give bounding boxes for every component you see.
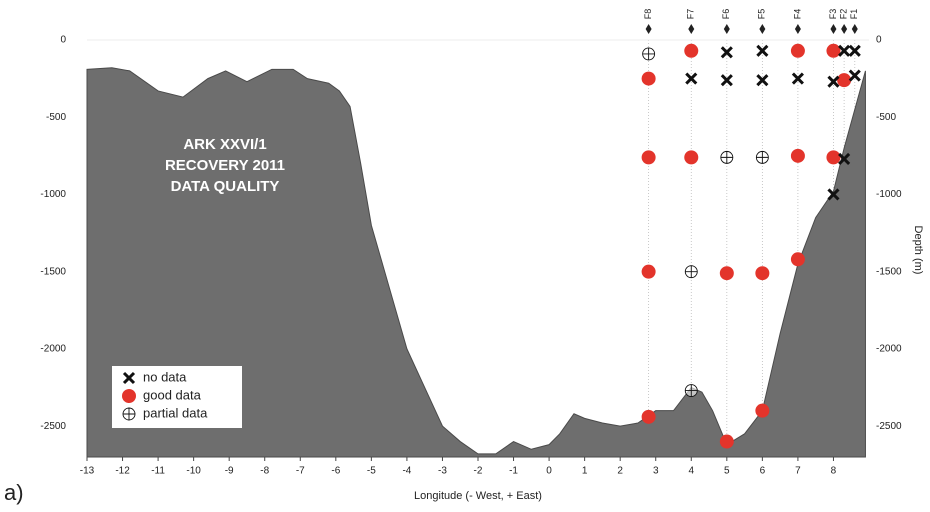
- partial-marker: [684, 384, 698, 398]
- x-tick-label: -12: [115, 466, 130, 477]
- y-tick-label: -2500: [40, 421, 66, 432]
- no-data-marker: [827, 188, 840, 201]
- title-line: ARK XXVI/1: [183, 136, 266, 153]
- good-marker: [684, 150, 699, 165]
- x-tick-label: 3: [653, 466, 659, 477]
- mooring-symbol: [851, 24, 858, 34]
- x-tick-label: 6: [760, 466, 766, 477]
- x-tick-label: -1: [509, 466, 518, 477]
- good-marker: [790, 252, 805, 267]
- mooring-symbol: [794, 24, 801, 34]
- x-tick-label: -6: [331, 466, 340, 477]
- mooring-label: F6: [721, 9, 731, 20]
- y-tick-label: -1000: [40, 189, 66, 200]
- mooring-label: F2: [838, 9, 848, 20]
- mooring-symbol: [759, 24, 766, 34]
- mooring-symbol: [688, 24, 695, 34]
- mooring-label: F3: [828, 9, 838, 20]
- good-marker: [684, 43, 699, 58]
- no-data-marker: [791, 72, 804, 85]
- x-tick-label: -3: [438, 466, 447, 477]
- mooring-symbol: [645, 24, 652, 34]
- good-marker: [719, 266, 734, 281]
- good-marker: [826, 150, 841, 165]
- good-marker: [755, 266, 770, 281]
- chart-title: ARK XXVI/1 RECOVERY 2011 DATA QUALITY: [165, 136, 285, 195]
- legend: no data good data partial data: [112, 366, 242, 428]
- good-marker: [790, 148, 805, 163]
- legend-label: good data: [143, 387, 202, 402]
- good-marker: [641, 264, 656, 279]
- x-tick-label: -7: [296, 466, 305, 477]
- x-tick-label: 5: [724, 466, 730, 477]
- mooring-symbol: [830, 24, 837, 34]
- partial-marker: [755, 150, 769, 164]
- no-data-marker: [838, 152, 851, 165]
- y2-tick-label: -500: [876, 112, 896, 123]
- x-tick-label: -10: [186, 466, 201, 477]
- x-tick-label: -13: [80, 466, 95, 477]
- good-marker: [826, 43, 841, 58]
- no-data-marker: [848, 69, 861, 82]
- no-data-marker: [720, 74, 733, 87]
- partial-marker: [122, 407, 136, 421]
- x-tick-label: 8: [831, 466, 837, 477]
- mooring-label: F5: [757, 9, 767, 20]
- good-marker: [122, 389, 136, 403]
- no-data-marker: [827, 75, 840, 88]
- x-tick-label: -2: [474, 466, 483, 477]
- x-axis-label: Longitude (- West, + East): [414, 490, 542, 502]
- partial-marker: [720, 150, 734, 164]
- good-marker: [790, 43, 805, 58]
- x-tick-label: -8: [260, 466, 269, 477]
- no-data-marker: [756, 44, 769, 57]
- y2-tick-label: -2000: [876, 344, 902, 355]
- mooring-label: F8: [643, 9, 653, 20]
- no-data-marker: [685, 72, 698, 85]
- good-marker: [641, 71, 656, 86]
- x-tick-label: -11: [151, 466, 165, 477]
- mooring-label: F4: [792, 9, 802, 20]
- good-marker: [641, 150, 656, 165]
- y-tick-label: -500: [46, 112, 66, 123]
- x-tick-label: 7: [795, 466, 801, 477]
- y-tick-label: -2000: [40, 344, 66, 355]
- bathymetry-area: [86, 67, 866, 458]
- title-line: DATA QUALITY: [171, 178, 280, 195]
- good-marker: [641, 409, 656, 424]
- y-axis-label: Depth (m): [912, 226, 924, 275]
- no-data-marker: [848, 44, 861, 57]
- title-line: RECOVERY 2011: [165, 157, 285, 174]
- y-tick-label: 0: [60, 35, 66, 46]
- x-tick-label: 2: [617, 466, 623, 477]
- no-data-marker: [756, 74, 769, 87]
- legend-label: no data: [143, 369, 187, 384]
- panel-label: a): [4, 480, 24, 505]
- x-tick-label: 0: [546, 466, 552, 477]
- no-data-marker: [720, 46, 733, 59]
- partial-marker: [684, 265, 698, 279]
- good-marker: [837, 73, 852, 88]
- x-tick-label: -9: [225, 466, 234, 477]
- mooring-label: F1: [849, 9, 859, 20]
- no-data-marker: [122, 371, 136, 385]
- no-data-marker: [838, 44, 851, 57]
- mooring-label: F7: [686, 9, 696, 20]
- good-marker: [755, 403, 770, 418]
- partial-marker: [642, 47, 656, 61]
- legend-label: partial data: [143, 405, 208, 420]
- mooring-symbol: [723, 24, 730, 34]
- x-tick-label: 1: [582, 466, 588, 477]
- good-marker: [719, 434, 734, 449]
- y2-tick-label: -1500: [876, 266, 902, 277]
- y-tick-label: -1500: [40, 266, 66, 277]
- y2-tick-label: -2500: [876, 421, 902, 432]
- mooring-symbol: [841, 24, 848, 34]
- x-tick-label: 4: [688, 466, 694, 477]
- x-tick-label: -4: [402, 466, 411, 477]
- y2-tick-label: 0: [876, 35, 882, 46]
- y2-tick-label: -1000: [876, 189, 902, 200]
- x-tick-label: -5: [367, 466, 376, 477]
